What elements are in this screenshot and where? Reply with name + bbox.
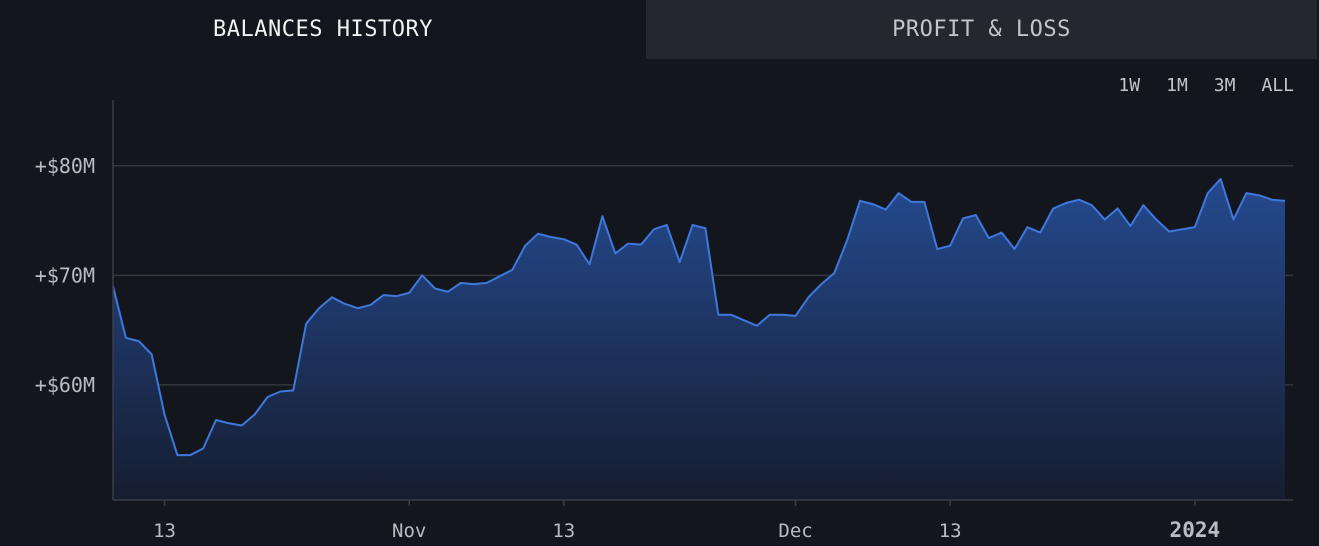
range-all-button[interactable]: ALL	[1261, 75, 1294, 96]
x-tick-label: 13	[552, 520, 575, 542]
tab-balances-history[interactable]: BALANCES HISTORY	[0, 0, 646, 59]
y-tick-label: +$60M	[35, 373, 95, 397]
tab-bar: BALANCES HISTORY PROFIT & LOSS	[0, 0, 1319, 59]
x-tick-label: Nov	[392, 520, 426, 542]
range-1w-button[interactable]: 1W	[1118, 75, 1141, 96]
range-selector: 1W 1M 3M ALL	[1092, 73, 1294, 99]
x-tick-label: 2024	[1170, 518, 1221, 542]
x-tick-label: 13	[153, 520, 176, 542]
range-1m-button[interactable]: 1M	[1166, 75, 1188, 96]
y-tick-label: +$70M	[35, 263, 95, 287]
axes	[112, 100, 1293, 506]
balance-area	[113, 178, 1285, 500]
tab-profit-loss[interactable]: PROFIT & LOSS	[646, 0, 1317, 59]
x-tick-label: Dec	[778, 520, 812, 542]
y-tick-label: +$80M	[35, 154, 95, 178]
x-axis-labels: 13 Nov 13 Dec 13 2024	[153, 518, 1220, 542]
x-tick-label: 13	[939, 520, 962, 542]
balance-line	[112, 177, 1286, 457]
y-axis-labels: +$60M +$70M +$80M	[35, 154, 95, 397]
range-3m-button[interactable]: 3M	[1213, 75, 1236, 96]
